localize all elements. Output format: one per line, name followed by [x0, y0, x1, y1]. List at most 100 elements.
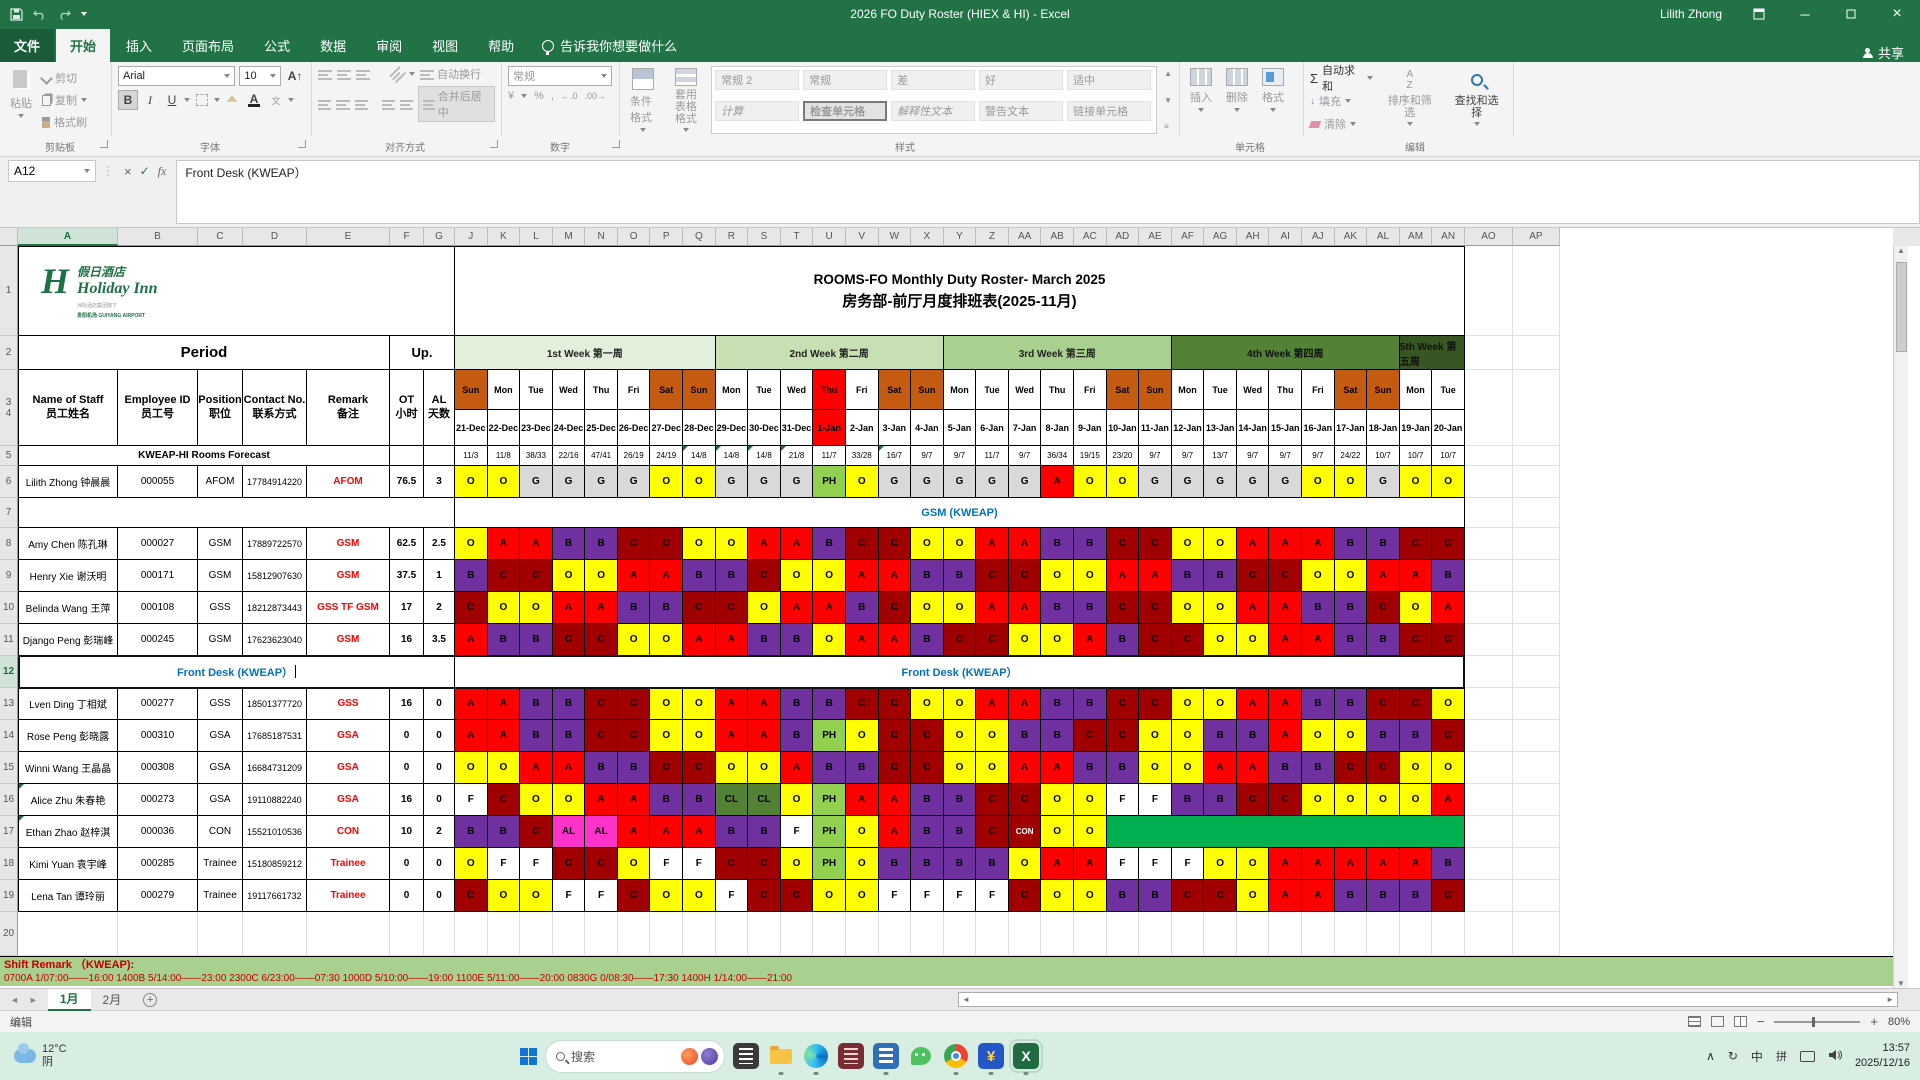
shift-cell[interactable]: B — [1334, 528, 1368, 560]
shift-cell[interactable]: B — [780, 720, 814, 752]
shift-cell[interactable]: O — [552, 560, 586, 592]
grid-cell[interactable] — [780, 912, 814, 956]
undo-icon[interactable] — [33, 8, 47, 20]
search-box[interactable]: 搜索 — [546, 1040, 724, 1072]
shift-cell[interactable]: O — [585, 560, 618, 592]
touch-keyboard-icon[interactable] — [1799, 1050, 1815, 1062]
shift-cell[interactable]: O — [487, 752, 521, 784]
increase-indent-icon[interactable] — [400, 98, 414, 110]
shift-cell[interactable]: F — [878, 880, 912, 912]
redo-icon[interactable] — [57, 8, 71, 20]
shift-cell[interactable]: O — [911, 528, 944, 560]
shift-cell[interactable]: G — [1204, 466, 1237, 498]
minimize-button[interactable]: ─ — [1800, 6, 1810, 22]
scroll-down-icon[interactable]: ▼ — [1897, 979, 1905, 988]
shift-cell[interactable]: O — [1302, 466, 1335, 498]
sheet-nav[interactable]: ◄ ► — [0, 995, 48, 1005]
grid-cell[interactable] — [1512, 624, 1560, 656]
shift-cell[interactable]: B — [1432, 848, 1465, 880]
staff-contact-cell[interactable]: 16684731209 — [243, 752, 307, 784]
day-header-cell[interactable]: Sat — [650, 370, 684, 410]
shift-cell[interactable]: O — [1073, 560, 1107, 592]
day-header-cell[interactable]: Wed — [552, 370, 586, 410]
shift-cell[interactable]: B — [520, 720, 553, 752]
staff-position-cell[interactable]: AFOM — [198, 466, 243, 498]
shift-cell[interactable]: O — [1367, 784, 1400, 816]
shift-cell[interactable]: C — [1139, 528, 1172, 560]
grid-cell[interactable] — [1464, 624, 1513, 656]
shift-cell[interactable]: O — [650, 624, 684, 656]
shift-cell[interactable]: O — [1204, 592, 1237, 624]
ribbon-tab-页面布局[interactable]: 页面布局 — [182, 39, 235, 54]
date-cell[interactable]: 14-Jan — [1236, 410, 1270, 446]
shift-cell[interactable]: B — [1367, 720, 1400, 752]
row-header-10[interactable]: 10 — [0, 592, 18, 624]
grid-cell[interactable] — [1464, 880, 1513, 912]
italic-button[interactable]: I — [148, 92, 152, 107]
shift-cell[interactable]: A — [1008, 528, 1042, 560]
orientation-icon[interactable] — [387, 64, 407, 84]
forecast-cell[interactable]: 26/19 — [617, 446, 651, 466]
page-layout-view-icon[interactable] — [1710, 1016, 1724, 1027]
shift-cell[interactable]: O — [780, 560, 814, 592]
ribbon-tab-审阅[interactable]: 审阅 — [376, 39, 403, 54]
shift-cell[interactable]: C — [1204, 880, 1237, 912]
grid-cell[interactable] — [748, 912, 781, 956]
date-cell[interactable]: 15-Jan — [1269, 410, 1303, 446]
staff-id-cell[interactable]: 000285 — [118, 848, 198, 880]
cell-style-好[interactable]: 好 — [979, 70, 1064, 90]
account-name[interactable]: Lilith Zhong — [1659, 7, 1722, 21]
shift-cell[interactable]: O — [1236, 848, 1270, 880]
shift-cell[interactable]: B — [1008, 720, 1042, 752]
shift-cell[interactable]: O — [1302, 784, 1335, 816]
calculator-app-icon[interactable] — [873, 1043, 899, 1069]
insert-cells-button[interactable]: 插入 — [1186, 66, 1216, 134]
shift-cell[interactable]: C — [1171, 880, 1205, 912]
align-middle-icon[interactable] — [337, 68, 351, 80]
shift-cell[interactable]: A — [1139, 560, 1172, 592]
row-header-9[interactable]: 9 — [0, 560, 18, 592]
shift-cell[interactable]: O — [748, 752, 781, 784]
shift-cell[interactable]: B — [1073, 592, 1107, 624]
shift-cell[interactable]: O — [617, 848, 651, 880]
shift-cell[interactable]: A — [585, 592, 618, 624]
forecast-cell[interactable]: 16/7 — [878, 446, 912, 466]
hscroll-right-icon[interactable]: ► — [1886, 995, 1894, 1004]
forecast-cell[interactable]: 9/7 — [1139, 446, 1172, 466]
day-header-cell[interactable]: Sat — [1106, 370, 1140, 410]
day-header-cell[interactable]: Tue — [1204, 370, 1237, 410]
grid-cell[interactable] — [1512, 370, 1560, 446]
forecast-cell[interactable]: 9/7 — [1236, 446, 1270, 466]
shift-cell[interactable]: A — [1302, 880, 1335, 912]
shift-cell[interactable]: A — [1008, 752, 1042, 784]
fill-color-icon[interactable] — [222, 90, 242, 110]
shift-cell[interactable]: O — [683, 466, 716, 498]
shift-cell[interactable]: C — [1399, 688, 1433, 720]
ribbon-tab-帮助[interactable]: 帮助 — [488, 39, 515, 54]
forecast-cell[interactable]: 38/33 — [520, 446, 553, 466]
week-header-5[interactable]: 5th Week 第五周 — [1399, 336, 1465, 370]
shift-cell[interactable]: F — [976, 880, 1009, 912]
shift-cell[interactable]: C — [1008, 784, 1042, 816]
shift-cell[interactable]: A — [1269, 528, 1303, 560]
date-cell[interactable]: 29-Dec — [715, 410, 749, 446]
day-header-cell[interactable]: Sun — [683, 370, 716, 410]
shift-cell[interactable]: B — [1367, 624, 1400, 656]
shift-cell[interactable]: O — [976, 720, 1009, 752]
staff-position-cell[interactable]: GSS — [198, 688, 243, 720]
shift-cell[interactable]: O — [911, 592, 944, 624]
shift-cell[interactable]: O — [1334, 560, 1368, 592]
shift-cell[interactable]: C — [878, 752, 912, 784]
shift-cell[interactable]: O — [1334, 466, 1368, 498]
ribbon-tab-视图[interactable]: 视图 — [432, 39, 459, 54]
shift-cell[interactable]: B — [1106, 624, 1140, 656]
shift-cell[interactable]: B — [780, 624, 814, 656]
staff-al-cell[interactable]: 0 — [424, 720, 455, 752]
column-title-cell[interactable]: OT 小时 — [390, 370, 424, 446]
staff-al-cell[interactable]: 3 — [424, 466, 455, 498]
shift-cell[interactable]: A — [520, 752, 553, 784]
shift-cell[interactable]: A — [1073, 848, 1107, 880]
staff-id-cell[interactable]: 000171 — [118, 560, 198, 592]
staff-remark-cell[interactable]: GSA — [307, 784, 390, 816]
shift-cell[interactable]: A — [1367, 560, 1400, 592]
